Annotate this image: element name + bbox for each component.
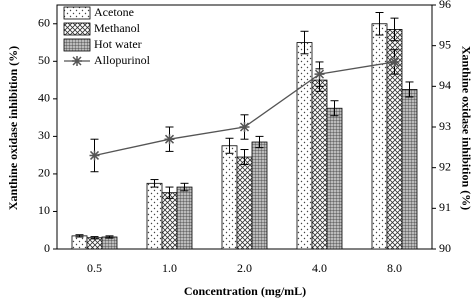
line-marker <box>164 134 175 145</box>
bar <box>161 192 178 250</box>
bar <box>371 23 388 250</box>
bar <box>71 235 88 250</box>
bar <box>251 141 268 250</box>
line-marker <box>89 150 100 161</box>
y2-tick-label: 96 <box>439 0 451 11</box>
y2-tick-label: 93 <box>439 119 451 133</box>
legend-swatch <box>63 38 91 52</box>
y2-tick-label: 92 <box>439 159 451 173</box>
bar <box>146 182 163 250</box>
legend-marker <box>72 56 82 66</box>
bar <box>401 89 418 250</box>
y-axis-label: Xanthine oxidase inhibition (%) <box>6 46 20 210</box>
y-tick-label: 10 <box>38 203 50 217</box>
y-tick-label: 50 <box>38 53 50 67</box>
x-tick-label: 1.0 <box>162 261 177 275</box>
legend-swatch <box>63 6 91 20</box>
line-marker <box>389 56 400 67</box>
y-tick-label: 60 <box>38 16 50 30</box>
legend-swatch <box>63 22 91 36</box>
line-marker <box>239 122 250 132</box>
legend-label: Methanol <box>94 21 141 35</box>
x-tick-label: 0.5 <box>87 261 102 275</box>
x-tick-label: 8.0 <box>387 261 402 275</box>
x-axis-label: Concentration (mg/mL) <box>184 284 306 298</box>
y-tick-label: 0 <box>44 241 50 255</box>
legend-label: Hot water <box>94 37 142 51</box>
x-tick-label: 2.0 <box>237 261 252 275</box>
bar <box>101 236 118 250</box>
y2-tick-label: 95 <box>439 37 451 51</box>
legend-label: Acetone <box>94 5 134 19</box>
y2-tick-label: 91 <box>439 200 451 214</box>
y-tick-label: 20 <box>38 166 50 180</box>
y2-axis-label: Xanthine oxidase inhibition (%) <box>459 46 473 210</box>
bar <box>236 156 253 250</box>
y2-tick-label: 94 <box>439 78 451 92</box>
y2-tick-label: 90 <box>439 241 451 255</box>
line-marker <box>314 69 325 80</box>
bar <box>326 107 343 250</box>
legend-label: Allopurinol <box>94 53 151 67</box>
line <box>94 61 395 157</box>
bar <box>221 145 238 250</box>
bar <box>176 186 193 250</box>
x-tick-label: 4.0 <box>312 261 327 275</box>
y-tick-label: 30 <box>38 128 50 142</box>
bar <box>311 79 328 250</box>
bar <box>296 42 313 250</box>
y-tick-label: 40 <box>38 91 50 105</box>
bar <box>86 237 103 250</box>
